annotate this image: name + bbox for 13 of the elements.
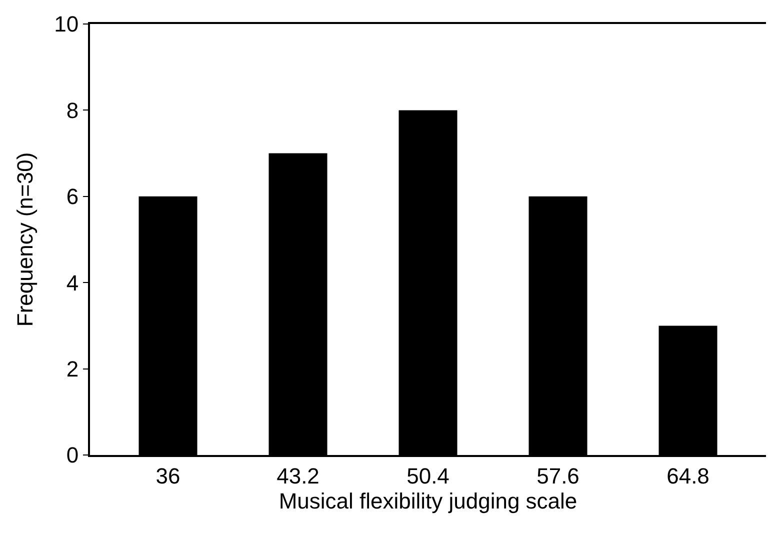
- x-axis-title: Musical flexibility judging scale: [278, 488, 578, 514]
- y-tick-label: 0: [66, 442, 79, 468]
- y-tick-label: 2: [66, 356, 79, 382]
- x-tick-label: 57.6: [536, 463, 580, 488]
- x-tick-label: 36: [156, 463, 180, 488]
- y-tick-label: 6: [66, 184, 79, 210]
- y-tick-label: 8: [66, 98, 79, 123]
- y-axis-title: Frequency (n=30): [12, 152, 38, 327]
- y-tick-label: 4: [66, 270, 79, 296]
- y-tick-label: 10: [54, 12, 79, 37]
- x-tick-label: 43.2: [276, 463, 320, 488]
- x-tick-label: 50.4: [406, 463, 450, 488]
- x-tick-label: 64.8: [666, 463, 710, 488]
